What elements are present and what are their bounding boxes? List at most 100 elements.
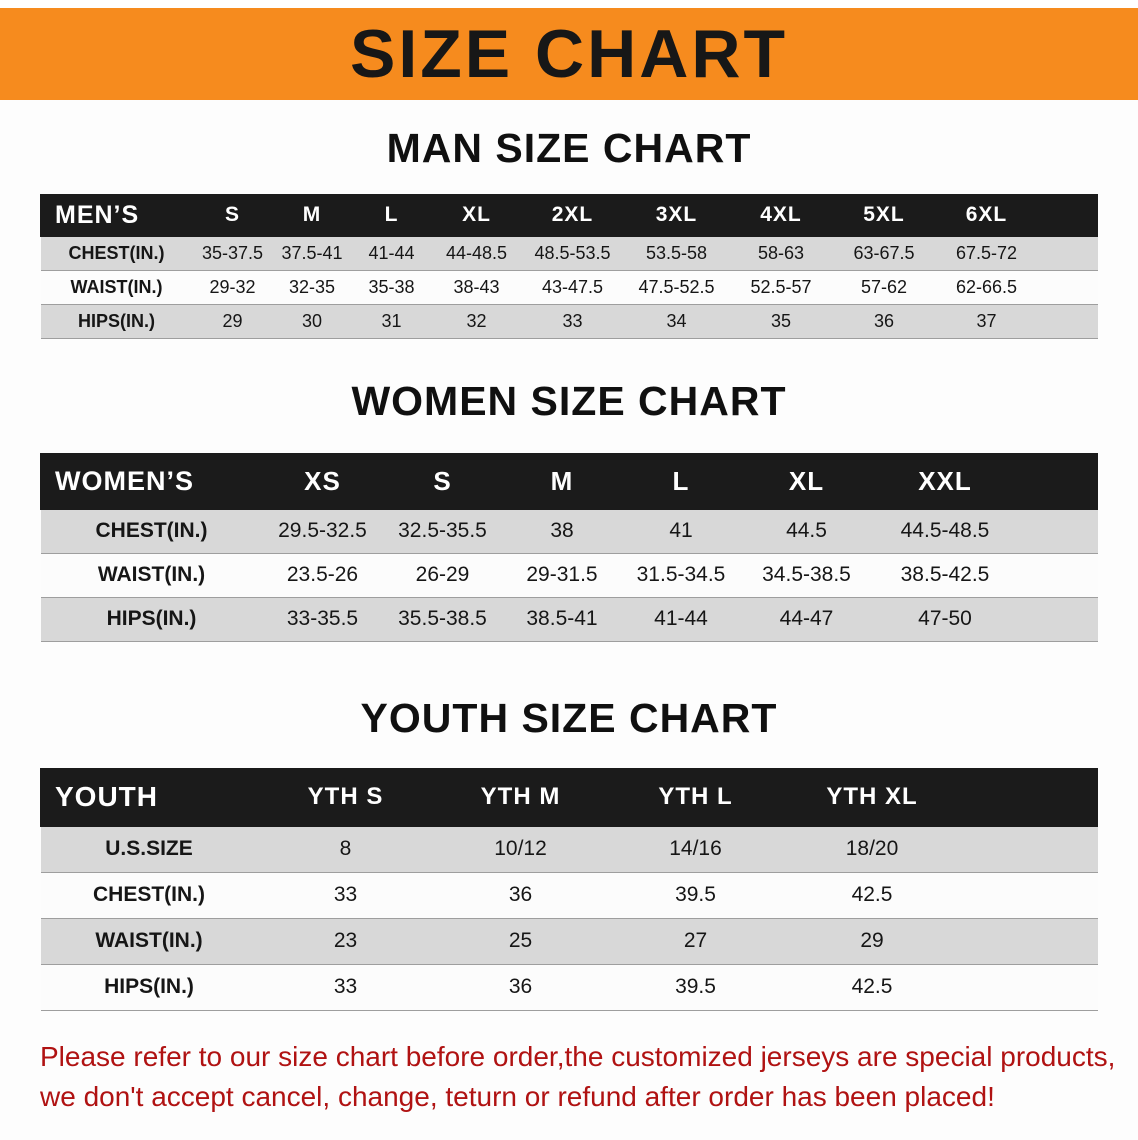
size-value: 29.5-32.5: [262, 509, 383, 554]
size-value: 36: [433, 872, 608, 919]
size-value: 44.5-48.5: [872, 509, 1098, 554]
row-label: WAIST(IN.): [40, 918, 258, 965]
measurement-row: WAIST(IN.) 23.5-26 26-29 29-31.5 31.5-34.5 34…: [40, 553, 1098, 598]
size-column-header: YTH L: [607, 767, 784, 827]
size-value: 67.5-72: [935, 236, 1098, 271]
size-value: 53.5-58: [623, 236, 730, 271]
size-value: 27: [607, 918, 784, 965]
size-value: 44.5: [740, 509, 873, 554]
size-value: 30: [272, 304, 352, 339]
size-value: 32: [431, 304, 522, 339]
size-value: 58-63: [729, 236, 833, 271]
size-value: 38.5-41: [502, 597, 622, 642]
size-column-header: 6XL: [935, 193, 1098, 237]
size-value: 18/20: [783, 826, 1098, 873]
size-column-header: M: [272, 193, 352, 237]
size-value: 42.5: [783, 964, 1098, 1011]
size-value: 38: [502, 509, 622, 554]
size-value: 37: [935, 304, 1098, 339]
size-value: 48.5-53.5: [521, 236, 624, 271]
row-label: CHEST(IN.): [40, 872, 258, 919]
size-column-header: YTH M: [433, 767, 608, 827]
size-column-header: M: [502, 452, 622, 510]
size-value: 36: [433, 964, 608, 1011]
disclaimer: Please refer to our size chart before or…: [40, 1037, 1118, 1117]
size-value: 14/16: [607, 826, 784, 873]
disclaimer-line-1: Please refer to our size chart before or…: [40, 1040, 1116, 1072]
row-label: CHEST(IN.): [40, 509, 263, 554]
size-value: 32-35: [272, 270, 352, 305]
size-value: 57-62: [832, 270, 936, 305]
size-value: 44-48.5: [431, 236, 522, 271]
size-column-header: 3XL: [623, 193, 730, 237]
size-value: 35: [729, 304, 833, 339]
size-value: 43-47.5: [521, 270, 624, 305]
banner: SIZE CHART: [0, 8, 1138, 100]
size-value: 39.5: [607, 964, 784, 1011]
disclaimer-line-2: we don't accept cancel, change, teturn o…: [40, 1080, 995, 1112]
size-value: 63-67.5: [832, 236, 936, 271]
size-value: 29: [192, 304, 273, 339]
men-section-heading: MAN SIZE CHART: [386, 125, 752, 171]
size-value: 32.5-35.5: [382, 509, 503, 554]
size-value: 37.5-41: [272, 236, 352, 271]
row-label: HIPS(IN.): [40, 304, 193, 339]
size-value: 10/12: [433, 826, 608, 873]
size-value: 42.5: [783, 872, 1098, 919]
size-value: 41: [621, 509, 741, 554]
size-value: 31: [351, 304, 432, 339]
size-value: 47.5-52.5: [623, 270, 730, 305]
size-column-header: XXL: [872, 452, 1098, 510]
size-column-header: 2XL: [521, 193, 624, 237]
size-value: 33-35.5: [262, 597, 383, 642]
size-value: 29: [783, 918, 1098, 965]
size-value: 34.5-38.5: [740, 553, 873, 598]
table-title-cell: MEN’S: [40, 193, 193, 237]
size-value: 33: [257, 872, 434, 919]
measurement-row: HIPS(IN.) 29 30 31 32 33 34 35 36 37: [40, 304, 1098, 339]
measurement-row: WAIST(IN.) 29-32 32-35 35-38 38-43 43-47.5 47.…: [40, 270, 1098, 305]
size-column-header: S: [192, 193, 273, 237]
women-section-heading: WOMEN SIZE CHART: [351, 377, 787, 424]
size-value: 35-37.5: [192, 236, 273, 271]
size-column-header: 5XL: [832, 193, 936, 237]
size-value: 47-50: [872, 597, 1098, 642]
row-label: WAIST(IN.): [40, 553, 263, 598]
row-label: U.S.SIZE: [40, 826, 258, 873]
size-value: 41-44: [351, 236, 432, 271]
size-column-header: YTH S: [257, 767, 434, 827]
size-column-header: XL: [740, 452, 873, 510]
measurement-row: HIPS(IN.) 33-35.5 35.5-38.5 38.5-41 41-44 44-…: [40, 597, 1098, 642]
size-chart-page: SIZE CHART MAN SIZE CHART MEN’S S M L XL 2XL 3…: [0, 8, 1138, 1140]
size-value: 33: [521, 304, 624, 339]
row-label: WAIST(IN.): [40, 270, 193, 305]
size-column-header: 4XL: [729, 193, 833, 237]
size-column-header: L: [351, 193, 432, 237]
size-column-header: L: [621, 452, 741, 510]
row-label: CHEST(IN.): [40, 236, 193, 271]
size-column-header: S: [382, 452, 503, 510]
size-value: 44-47: [740, 597, 873, 642]
row-label: HIPS(IN.): [40, 964, 258, 1011]
size-value: 26-29: [382, 553, 503, 598]
measurement-row: CHEST(IN.) 33 36 39.5 42.5: [40, 872, 1098, 919]
size-value: 36: [832, 304, 936, 339]
table-header-row: WOMEN’S XS S M L XL XXL: [40, 452, 1098, 510]
size-value: 35.5-38.5: [382, 597, 503, 642]
size-value: 8: [257, 826, 434, 873]
table-title-cell: YOUTH: [40, 767, 258, 827]
size-value: 39.5: [607, 872, 784, 919]
size-value: 31.5-34.5: [621, 553, 741, 598]
table-header-row: YOUTH YTH S YTH M YTH L YTH XL: [40, 767, 1098, 827]
measurement-row: U.S.SIZE 8 10/12 14/16 18/20: [40, 826, 1098, 873]
size-value: 23.5-26: [262, 553, 383, 598]
size-value: 34: [623, 304, 730, 339]
measurement-row: CHEST(IN.) 35-37.5 37.5-41 41-44 44-48.5 48.5…: [40, 236, 1098, 271]
size-value: 33: [257, 964, 434, 1011]
table-header-row: MEN’S S M L XL 2XL 3XL 4XL 5XL 6XL: [40, 193, 1098, 237]
size-value: 29-32: [192, 270, 273, 305]
table-title-cell: WOMEN’S: [40, 452, 263, 510]
size-value: 23: [257, 918, 434, 965]
row-label: HIPS(IN.): [40, 597, 263, 642]
size-value: 62-66.5: [935, 270, 1098, 305]
